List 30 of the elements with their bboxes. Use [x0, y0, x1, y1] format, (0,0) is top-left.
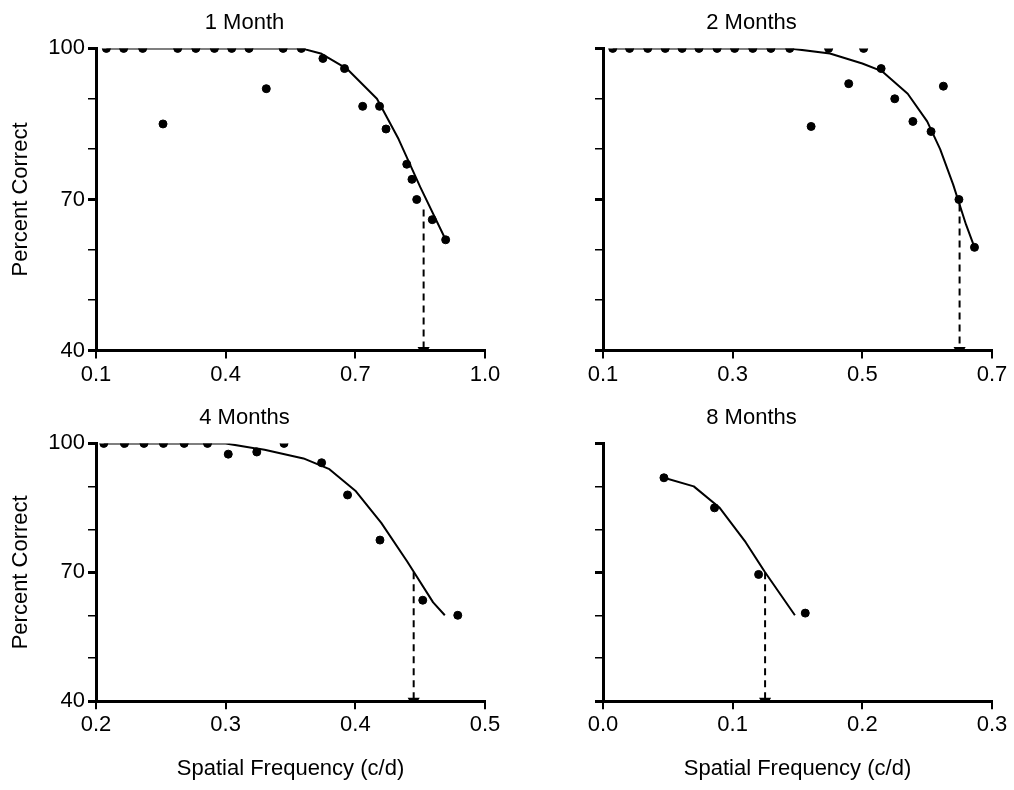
y-axis-title: Percent Correct	[7, 495, 33, 650]
y-tick-label: 40	[60, 687, 85, 713]
x-tick-label: 0.3	[210, 711, 241, 737]
chart-title: 2 Months	[706, 9, 797, 35]
y-tick-label: 100	[48, 34, 85, 60]
x-tick-label: 0.0	[587, 711, 619, 737]
x-tick-label: 0.3	[717, 360, 748, 386]
y-tick-label: 40	[60, 336, 85, 362]
x-tick-label: 0.7	[976, 360, 1008, 386]
x-tick-label: 0.1	[587, 360, 619, 386]
x-tick-label: 0.2	[80, 711, 112, 737]
chart-title: 1 Month	[204, 9, 285, 35]
x-tick-label: 0.5	[847, 360, 878, 386]
y-tick-label: 70	[60, 185, 85, 211]
x-tick-label: 0.1	[80, 360, 112, 386]
x-tick-label: 0.2	[847, 711, 878, 737]
x-tick-label: 1.0	[469, 360, 501, 386]
x-tick-label: 0.3	[976, 711, 1008, 737]
chart-title: 8 Months	[706, 404, 797, 430]
y-tick-label: 70	[60, 558, 85, 584]
y-axis-title: Percent Correct	[7, 122, 33, 277]
x-tick-label: 0.4	[210, 360, 241, 386]
y-tick-label: 100	[48, 429, 85, 455]
x-axis-title: Spatial Frequency (c/d)	[176, 754, 405, 780]
chart-title: 4 Months	[199, 404, 290, 430]
x-tick-label: 0.4	[340, 711, 371, 737]
x-axis-title: Spatial Frequency (c/d)	[683, 754, 912, 780]
x-tick-label: 0.5	[469, 711, 501, 737]
x-tick-label: 0.7	[340, 360, 371, 386]
x-tick-label: 0.1	[717, 711, 748, 737]
